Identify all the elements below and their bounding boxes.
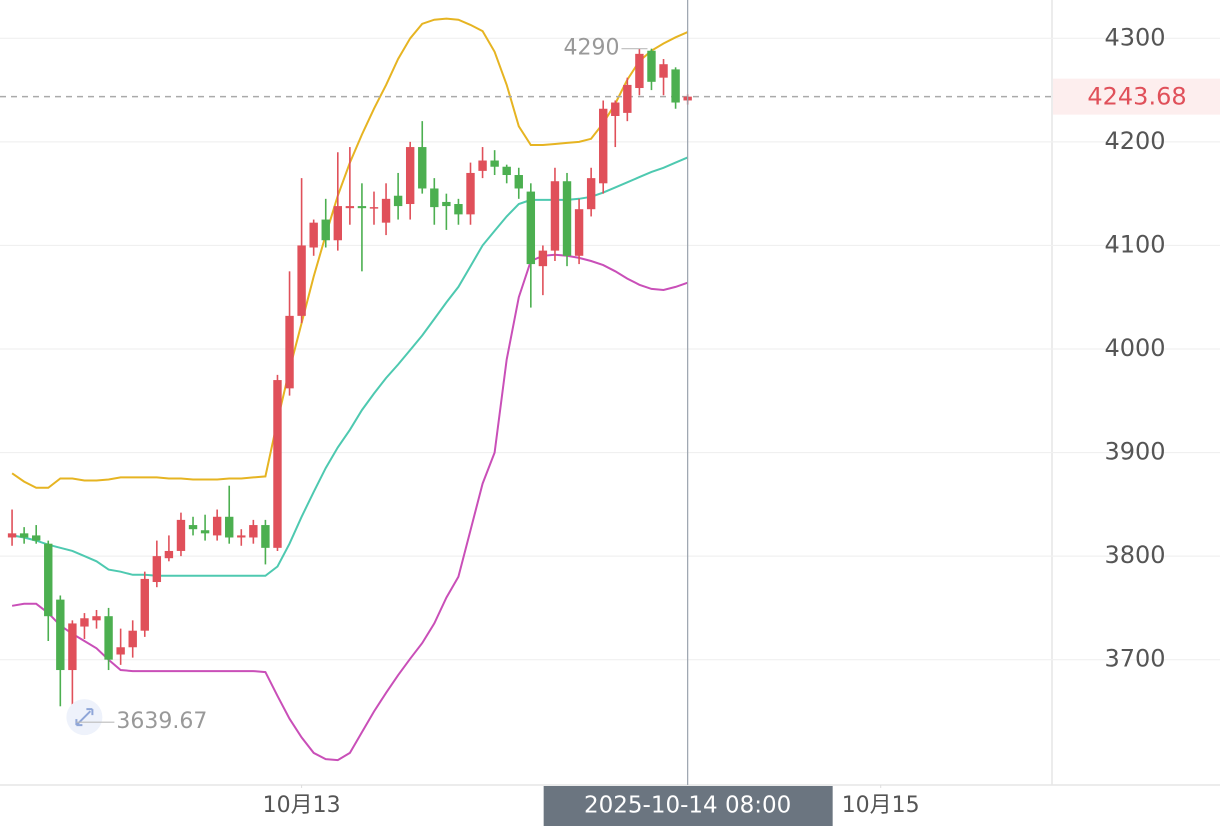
candle-body: [237, 535, 246, 538]
candle-body: [466, 172, 475, 215]
expand-icon: [75, 708, 94, 727]
candle-body: [92, 616, 101, 621]
candle-body: [56, 599, 65, 671]
band-line: [11, 253, 689, 762]
candle-body: [200, 530, 210, 534]
candle-body: [68, 623, 77, 671]
candle-body: [393, 195, 403, 207]
candle-body: [586, 178, 596, 210]
x-tick-label: 10月13: [263, 793, 341, 818]
candle-body: [152, 556, 162, 583]
candle-body: [285, 315, 294, 389]
last-price-label: 4243.68: [1087, 83, 1186, 111]
candle-body: [116, 647, 125, 655]
y-tick-label: 3800: [1104, 541, 1165, 569]
candle-body: [309, 222, 318, 248]
band-line: [11, 156, 689, 577]
candle-body: [562, 181, 572, 256]
y-tick-label: 4200: [1104, 127, 1165, 155]
candle-body: [44, 543, 53, 617]
candle-body: [514, 175, 523, 189]
candle-body: [80, 618, 89, 627]
candle-body: [381, 198, 391, 223]
candle-body: [212, 516, 222, 536]
candle-body: [297, 245, 306, 316]
candle-body: [454, 204, 463, 215]
candle-body: [345, 206, 355, 209]
candle-body: [430, 188, 439, 208]
candle-body: [176, 519, 186, 551]
candle-body: [225, 516, 234, 538]
candle-body: [333, 206, 342, 241]
candle-body: [538, 250, 548, 267]
candle-body: [599, 108, 608, 184]
candle-body: [164, 550, 174, 559]
candle-body: [369, 207, 379, 209]
candle-body: [623, 84, 632, 113]
crosshair-label: 2025-10-14 08:00: [584, 793, 791, 819]
candle-body: [19, 533, 29, 538]
candle-body: [31, 535, 41, 541]
candle-body: [478, 160, 487, 171]
candle-body: [188, 525, 198, 530]
y-tick-label: 4100: [1104, 230, 1165, 258]
candle-body: [611, 102, 620, 116]
last-price-badge: [1053, 78, 1220, 115]
candle-body: [550, 181, 560, 251]
y-tick-label: 3700: [1104, 645, 1165, 673]
candle-body: [526, 191, 536, 265]
candle-body: [104, 616, 113, 660]
candle-body: [321, 219, 330, 241]
candle-body: [502, 166, 511, 176]
candle-body: [671, 69, 680, 103]
crosshair-badge: [543, 786, 833, 826]
candle-body: [261, 525, 270, 548]
y-tick-label: 4000: [1104, 334, 1165, 362]
candle-body: [635, 53, 644, 89]
candle-body: [357, 206, 367, 209]
x-tick-label: 10月15: [842, 793, 920, 818]
y-tick-label: 3900: [1104, 438, 1165, 466]
candle-body: [405, 147, 415, 205]
candle-body: [249, 525, 258, 538]
candle-body: [418, 147, 427, 189]
candle-body: [647, 50, 656, 82]
candle-body: [659, 64, 668, 78]
candle-body: [490, 160, 499, 167]
candle-body: [7, 533, 17, 538]
candle-body: [442, 201, 451, 207]
candle-body: [273, 380, 282, 548]
candle-body: [140, 578, 149, 631]
candle-body: [128, 630, 137, 648]
y-tick-label: 4300: [1104, 23, 1165, 51]
max-label: 4290: [563, 36, 619, 61]
candle-body: [574, 209, 584, 256]
min-label: 3639.67: [116, 709, 207, 734]
